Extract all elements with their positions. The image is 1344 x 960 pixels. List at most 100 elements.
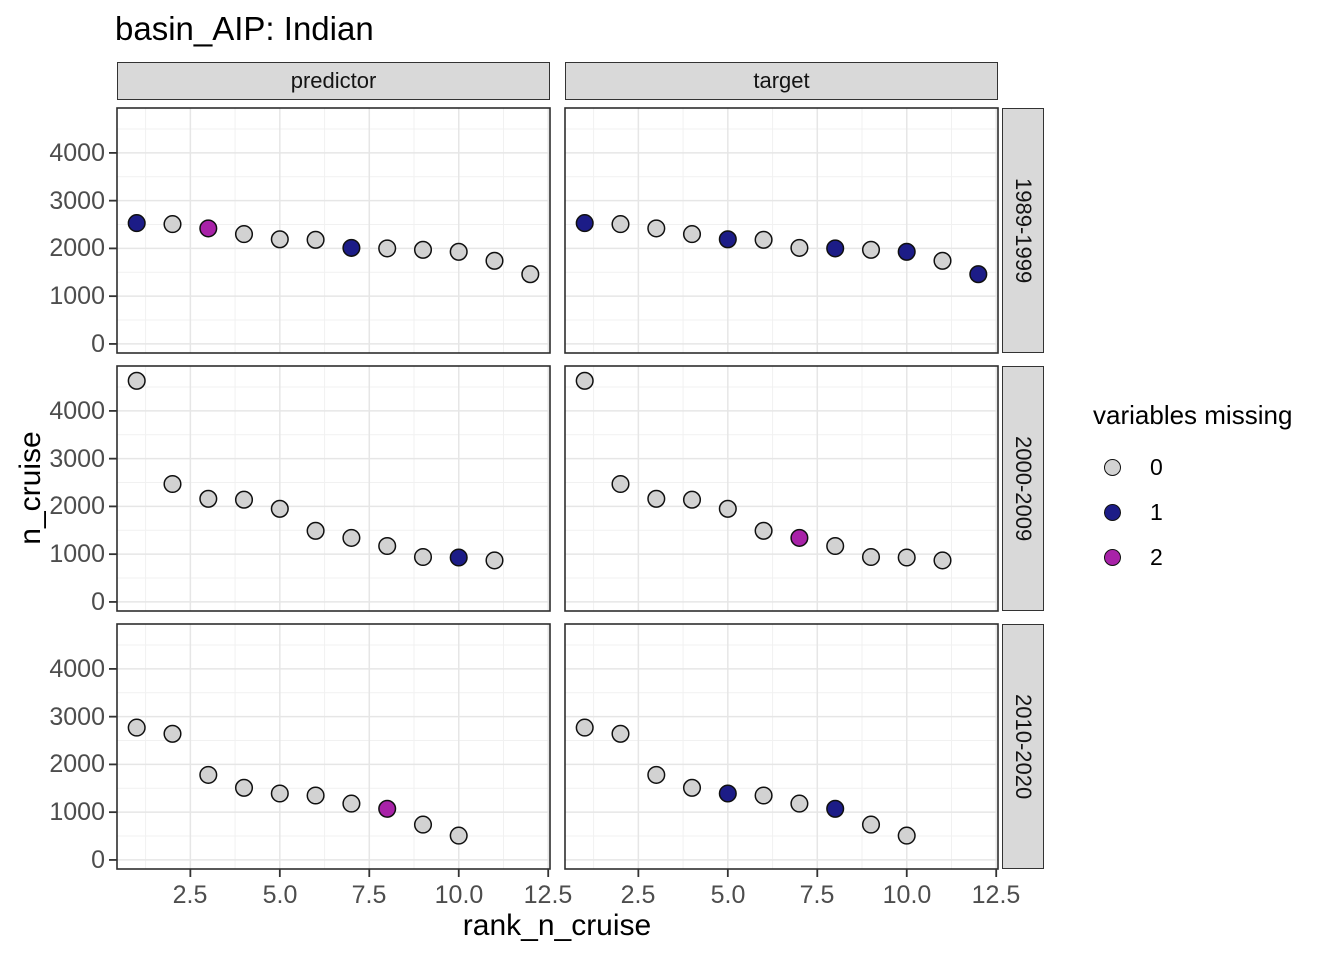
legend-swatch-0 (1104, 458, 1121, 476)
data-point (485, 251, 504, 270)
y-tick-label: 2000 (49, 750, 105, 778)
legend-swatch-2 (1104, 548, 1121, 566)
data-point (234, 225, 254, 244)
data-point (575, 214, 594, 233)
data-point (897, 242, 916, 261)
data-point (718, 784, 737, 803)
y-tick-label: 0 (91, 588, 105, 616)
data-point (611, 474, 630, 494)
data-point (826, 799, 845, 818)
x-tick-label: 12.5 (523, 881, 573, 909)
data-point (647, 219, 666, 238)
panel-target-2010-2020 (564, 623, 999, 870)
y-tick-label: 2000 (49, 492, 105, 520)
x-tick-label: 7.5 (799, 881, 835, 909)
data-point (611, 215, 630, 234)
data-point (270, 230, 289, 249)
data-point (718, 230, 737, 249)
legend-item-1: 1 (1104, 499, 1163, 525)
data-point (826, 239, 845, 258)
y-tick-label: 1000 (49, 798, 105, 826)
panel-target-2000-2009 (564, 365, 999, 612)
x-tick-label: 10.0 (882, 881, 932, 909)
data-point (342, 794, 361, 813)
x-tick-label: 2.5 (620, 881, 656, 909)
data-point (826, 536, 845, 556)
data-point (413, 240, 433, 259)
facet-row-label-2000-2009: 2000-2009 (1011, 435, 1036, 542)
facet-col-label-target: target (753, 68, 810, 93)
panel-predictor-2010-2020 (116, 623, 551, 870)
data-point (413, 547, 433, 567)
legend-swatch-1 (1104, 503, 1121, 521)
data-point (790, 528, 809, 547)
panel-target-1989-1999 (564, 107, 999, 354)
legend-item-2: 2 (1104, 544, 1163, 570)
x-tick-label: 12.5 (971, 881, 1021, 909)
data-point (485, 551, 504, 570)
data-point (647, 765, 666, 784)
data-point (199, 219, 218, 238)
data-point (682, 225, 702, 244)
x-tick-label: 5.0 (262, 881, 298, 909)
y-tick-label: 3000 (49, 187, 105, 215)
y-tick-label: 4000 (49, 139, 105, 167)
legend-label-1: 1 (1150, 498, 1163, 525)
data-point (521, 265, 540, 284)
y-tick-label: 0 (91, 846, 105, 874)
facet-row-strip-1989-1999: 1989-1999 (1002, 108, 1044, 353)
data-point (306, 521, 325, 540)
data-point (306, 230, 325, 249)
facet-row-label-1989-1999: 1989-1999 (1011, 177, 1036, 284)
data-point (790, 238, 809, 257)
data-point (754, 230, 773, 249)
data-point (969, 265, 988, 284)
data-point (933, 251, 952, 270)
data-point (682, 490, 702, 509)
legend-title: variables missing (1093, 400, 1293, 430)
data-point (449, 242, 468, 261)
data-point (449, 826, 468, 845)
data-point (270, 499, 289, 518)
data-point (861, 240, 881, 259)
data-point (199, 765, 218, 784)
data-point (718, 499, 737, 518)
data-point (378, 799, 397, 818)
data-point (127, 718, 146, 737)
facet-row-strip-2010-2020: 2010-2020 (1002, 624, 1044, 869)
data-point (754, 521, 773, 540)
data-point (754, 786, 773, 805)
data-point (378, 239, 397, 258)
data-point (127, 371, 146, 390)
data-point (682, 778, 702, 797)
data-point (270, 784, 289, 803)
data-point (413, 815, 433, 834)
y-tick-label: 2000 (49, 234, 105, 262)
plot-title: basin_AIP: Indian (115, 10, 374, 47)
data-point (127, 214, 146, 233)
data-point (861, 547, 881, 567)
facet-col-label-predictor: predictor (290, 68, 377, 93)
x-tick-label: 5.0 (710, 881, 746, 909)
data-point (306, 786, 325, 805)
data-point (647, 489, 666, 508)
y-tick-label: 1000 (49, 282, 105, 310)
facet-col-strip-predictor: predictor (117, 62, 550, 100)
data-point (234, 490, 254, 509)
data-point (163, 724, 182, 743)
data-point (163, 215, 182, 234)
data-point (163, 474, 182, 494)
data-point (861, 815, 881, 834)
data-point (575, 371, 594, 390)
x-tick-label: 7.5 (351, 881, 387, 909)
data-point (897, 826, 916, 845)
facet-col-strip-target: target (565, 62, 998, 100)
legend: variables missing 0 1 2 (1093, 400, 1293, 570)
data-point (897, 548, 916, 567)
panel-predictor-1989-1999 (116, 107, 551, 354)
data-point (199, 489, 218, 508)
facet-row-label-2010-2020: 2010-2020 (1011, 693, 1036, 800)
data-point (378, 536, 397, 556)
y-tick-label: 3000 (49, 703, 105, 731)
